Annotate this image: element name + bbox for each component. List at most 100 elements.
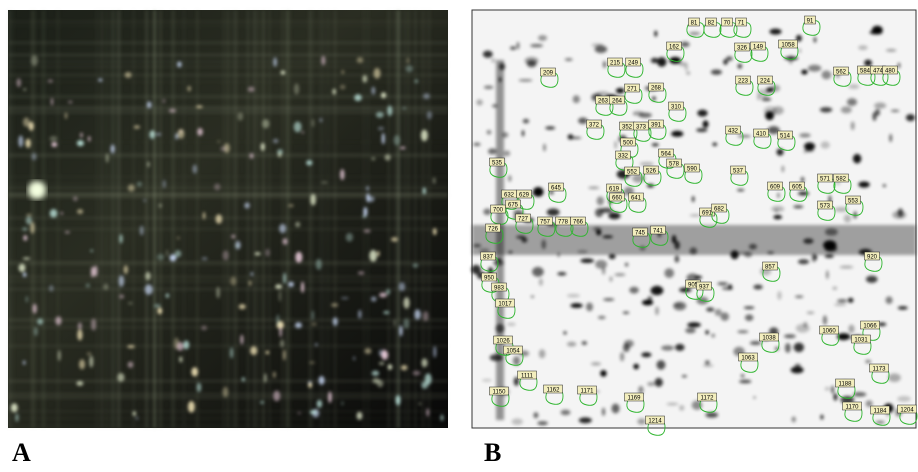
spot-label: 1060: [822, 328, 836, 334]
spot: [341, 401, 343, 405]
spot: [125, 72, 132, 78]
spot: [133, 411, 136, 416]
spot: [647, 382, 655, 386]
spot: [834, 393, 838, 401]
spot: [58, 350, 61, 361]
spot: [310, 194, 316, 206]
streak: [8, 176, 448, 178]
spot: [637, 418, 646, 424]
spot: [841, 106, 852, 113]
streak: [428, 10, 431, 428]
spot: [201, 326, 207, 331]
spot: [32, 304, 36, 314]
spot: [889, 134, 892, 142]
spot: [687, 322, 701, 327]
spot: [533, 187, 544, 197]
spot: [625, 263, 628, 266]
streak: [363, 10, 364, 428]
spot: [848, 84, 859, 89]
spot-label: 81: [691, 20, 698, 26]
spot-label: 162: [669, 44, 680, 50]
spot: [294, 122, 302, 133]
streak: [8, 288, 448, 290]
spot: [163, 180, 166, 188]
spot: [382, 133, 385, 145]
spot: [197, 383, 202, 392]
spot-label: 741: [653, 228, 664, 234]
spot-label: 682: [714, 206, 725, 212]
spot: [279, 290, 281, 301]
spot: [192, 165, 197, 174]
spot: [728, 284, 732, 289]
panel-label: B: [484, 438, 501, 468]
spot: [77, 329, 82, 340]
spot: [875, 109, 880, 116]
spot: [473, 244, 481, 247]
spot: [657, 360, 666, 370]
spot: [363, 207, 367, 217]
spot: [530, 44, 543, 47]
spot: [858, 45, 867, 50]
spot: [149, 130, 155, 139]
spot: [565, 58, 573, 61]
spot: [671, 131, 683, 137]
spot: [406, 65, 413, 72]
spot: [652, 143, 659, 146]
spot: [616, 88, 625, 93]
spot: [614, 273, 625, 276]
spot: [202, 257, 208, 260]
spot: [51, 98, 53, 106]
spot: [807, 312, 815, 314]
spot: [794, 343, 804, 352]
spot-label: 263: [598, 98, 609, 104]
spot: [55, 316, 61, 325]
streak: [257, 10, 259, 428]
spot: [30, 222, 35, 234]
spot: [507, 323, 516, 326]
spot: [26, 214, 32, 216]
spot-label: 1173: [873, 366, 887, 372]
spot: [177, 61, 181, 67]
spot: [266, 351, 269, 354]
spot: [640, 162, 654, 166]
spot: [169, 109, 176, 113]
spot-label: 571: [820, 176, 831, 182]
spot: [545, 126, 555, 129]
spot: [615, 140, 617, 149]
spot: [387, 105, 392, 116]
spot-label: 1066: [863, 323, 877, 329]
spot: [703, 120, 709, 127]
spot: [312, 119, 315, 127]
spot: [254, 252, 260, 255]
spot-label: 857: [765, 264, 776, 270]
spot: [737, 189, 745, 191]
streak: [8, 106, 448, 109]
spot: [499, 63, 505, 70]
spot: [762, 97, 771, 101]
spot-label: 1214: [648, 418, 662, 424]
spot: [317, 400, 322, 408]
spot-label: 584: [860, 68, 871, 74]
spot-label: 937: [699, 284, 710, 290]
spot: [686, 72, 690, 75]
spot: [775, 210, 778, 212]
streak: [8, 280, 448, 282]
streak: [8, 411, 448, 412]
spot: [282, 238, 287, 244]
spot: [537, 421, 548, 425]
spot-label: 91: [807, 18, 814, 24]
spot-label: 223: [738, 78, 749, 84]
spot: [26, 139, 31, 148]
spot: [353, 356, 355, 360]
spot: [278, 153, 282, 157]
spot-label: 526: [646, 168, 657, 174]
spot: [222, 387, 228, 397]
spot: [86, 284, 91, 288]
spot: [91, 319, 96, 331]
spot: [311, 323, 317, 326]
spot: [579, 417, 592, 423]
spot: [376, 112, 384, 118]
spot-label: 1111: [521, 373, 534, 379]
spot: [262, 119, 269, 128]
spot: [328, 391, 331, 403]
